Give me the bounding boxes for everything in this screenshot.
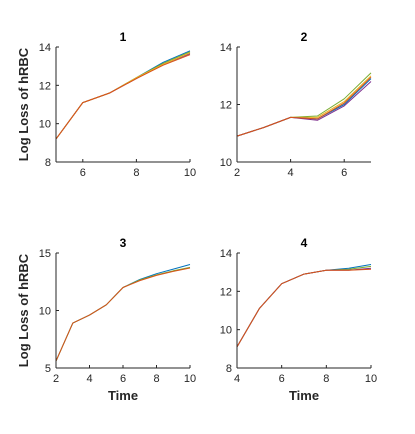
panel-4-series-line-2 (236, 265, 372, 348)
panel-4-series-line-4 (236, 268, 372, 348)
panel-2-series-line-3 (236, 78, 372, 137)
panel-1-y-tick-label: 14 (39, 42, 51, 54)
panel-1-y-tick-label: 8 (45, 157, 51, 169)
panel-3-y-tick-label: 10 (39, 306, 51, 318)
panel-1-y-tick-label: 12 (39, 80, 51, 92)
panel-4-y-tick-label: 12 (220, 286, 232, 298)
panel-1-title: 1 (120, 30, 127, 44)
panel-4-x-tick-label: 10 (365, 373, 377, 385)
panel-4: 4 6 8 10 8 10 12 14 4 Time (220, 236, 377, 403)
panel-2-y-tick-label: 10 (220, 157, 232, 169)
panel-3-x-tick-label: 2 (53, 373, 59, 385)
panel-2-series-line-2 (236, 75, 372, 137)
panel-4-title: 4 (301, 236, 308, 250)
panel-1-y-tick-label: 10 (39, 119, 51, 131)
panel-2-title: 2 (301, 30, 308, 44)
panel-1-series-line-4 (55, 52, 191, 140)
panel-3-x-tick-label: 4 (86, 373, 92, 385)
panel-4-x-axis-label: Time (289, 388, 319, 403)
panel-4-x-tick-label: 4 (234, 373, 240, 385)
panel-2: 2 4 6 10 12 14 2 (220, 30, 372, 179)
panel-2-x-tick-label: 2 (234, 167, 240, 179)
panel-1-series-line-1 (55, 50, 191, 140)
panel-3-series-line-3 (55, 267, 191, 362)
panel-2-y-tick-label: 14 (220, 42, 232, 54)
panel-2-series-line-4 (236, 81, 372, 137)
panel-1-x-tick-label: 10 (184, 167, 196, 179)
panel-2-x-tick-label: 4 (288, 167, 294, 179)
panel-4-series-line-3 (236, 267, 372, 348)
panel-3-y-axis-label: Log Loss of hRBC (16, 253, 31, 367)
panel-3-y-tick-label: 15 (39, 248, 51, 260)
panel-2-series-line-1 (236, 72, 372, 137)
panel-2-y-tick-label: 12 (220, 100, 232, 112)
panel-1-series-line-5 (55, 54, 191, 140)
panel-2-series-line-5 (236, 76, 372, 137)
panel-4-y-tick-label: 8 (226, 363, 232, 375)
panel-3-y-tick-label: 5 (45, 363, 51, 375)
panel-3-x-axis-label: Time (108, 388, 138, 403)
panel-1-x-tick-label: 6 (80, 167, 86, 179)
panel-3-x-tick-label: 10 (184, 373, 196, 385)
panel-2-x-tick-label: 6 (341, 167, 347, 179)
panel-4-series-line-1 (236, 264, 372, 348)
panel-3-series-line-1 (55, 264, 191, 362)
panel-1-series-line-3 (55, 53, 191, 140)
panel-3-title: 3 (120, 236, 127, 250)
panel-1-y-axis-label: Log Loss of hRBC (16, 47, 31, 161)
panel-1: 6 8 10 8 10 12 14 1 Log Loss of hRBC (16, 30, 196, 179)
panel-3-series-line-2 (55, 266, 191, 362)
panel-4-x-tick-label: 6 (279, 373, 285, 385)
panel-1-series-line-2 (55, 51, 191, 140)
panel-1-x-tick-label: 8 (133, 167, 139, 179)
panel-4-y-tick-label: 14 (220, 248, 232, 260)
panel-4-y-tick-label: 10 (220, 325, 232, 337)
panel-3: 2 4 6 8 10 5 10 15 3 Time Log Loss of hRBC (16, 236, 196, 403)
panel-4-x-tick-label: 8 (323, 373, 329, 385)
panel-3-x-tick-label: 6 (120, 373, 126, 385)
panel-3-x-tick-label: 8 (153, 373, 159, 385)
